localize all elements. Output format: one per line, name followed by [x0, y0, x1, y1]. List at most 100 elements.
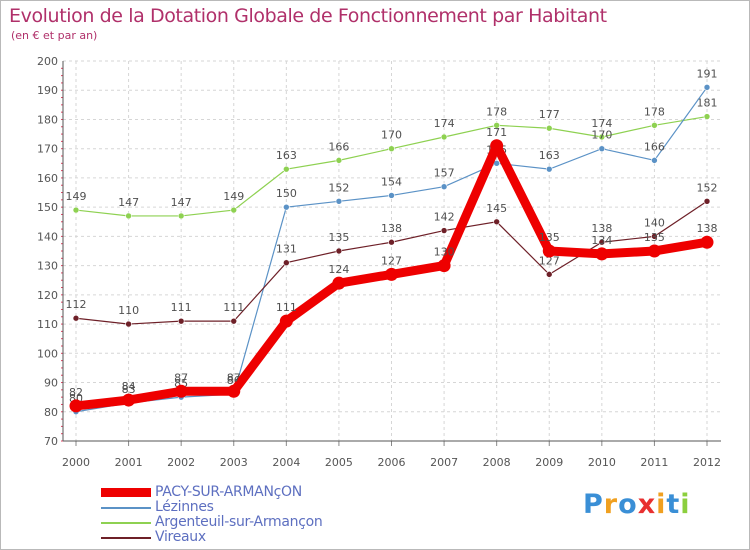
data-label: 174 [591, 117, 612, 130]
y-tick-label: 110 [37, 318, 58, 331]
legend-label: Vireaux [155, 529, 206, 545]
data-point [335, 198, 343, 205]
legend-label: PACY-SUR-ARMANçON [155, 484, 302, 500]
proxiti-logo: Proxiti [583, 489, 691, 520]
y-tick-label: 160 [37, 172, 58, 185]
data-point [651, 157, 658, 164]
data-point [230, 317, 238, 325]
data-label: 163 [539, 149, 560, 162]
data-point [283, 203, 290, 211]
y-tick-label: 130 [37, 260, 58, 273]
data-point [177, 212, 185, 220]
data-point [703, 84, 711, 91]
x-tick-label: 2001 [115, 456, 143, 469]
logo-letter: o [618, 489, 638, 520]
x-tick-label: 2004 [272, 456, 300, 469]
data-point [490, 139, 504, 153]
data-point [700, 235, 714, 249]
data-point [651, 122, 658, 129]
y-tick-label: 170 [37, 143, 58, 156]
data-label: 124 [328, 263, 349, 276]
data-point [703, 198, 711, 205]
data-point [332, 276, 346, 290]
data-point [72, 206, 80, 214]
data-label: 127 [381, 254, 402, 267]
data-label: 110 [118, 304, 139, 317]
data-point [230, 206, 238, 214]
data-label: 154 [381, 175, 402, 188]
y-tick-label: 140 [37, 230, 58, 243]
data-point [335, 157, 343, 164]
data-point [595, 247, 609, 261]
data-label: 178 [486, 105, 507, 118]
legend-swatch [101, 506, 151, 509]
logo-letter: x [637, 489, 657, 520]
data-point [72, 314, 80, 322]
data-label: 149 [66, 190, 87, 203]
data-label: 135 [644, 231, 665, 244]
data-label: 131 [276, 243, 297, 256]
y-tick-label: 70 [44, 435, 58, 448]
x-tick-label: 2006 [378, 456, 406, 469]
data-point [335, 247, 343, 255]
data-label: 152 [328, 181, 349, 194]
y-tick-label: 190 [37, 84, 58, 97]
logo-letter: i [656, 489, 667, 520]
chart-legend: PACY-SUR-ARMANçON Lézinnes Argenteuil-sur-… [101, 485, 323, 545]
x-tick-label: 2012 [693, 456, 721, 469]
legend-swatch [101, 536, 151, 539]
legend-item: Lézinnes [101, 500, 322, 515]
x-tick-label: 2009 [535, 456, 563, 469]
data-label: 82 [69, 386, 83, 399]
data-label: 157 [434, 167, 455, 180]
legend-item: PACY-SUR-ARMANçON [101, 485, 322, 500]
data-point [545, 271, 553, 278]
data-label: 171 [486, 126, 507, 139]
data-label: 166 [328, 140, 349, 153]
data-point [177, 317, 185, 325]
y-tick-label: 120 [37, 289, 58, 302]
data-label: 174 [434, 117, 455, 130]
data-label: 130 [434, 246, 455, 259]
legend-swatch [101, 521, 151, 524]
data-point [125, 212, 132, 220]
data-label: 178 [644, 105, 665, 118]
y-tick-label: 80 [44, 406, 58, 419]
x-tick-label: 2007 [430, 456, 458, 469]
data-label: 111 [276, 301, 297, 314]
data-label: 87 [174, 371, 188, 384]
data-point [122, 393, 136, 407]
data-label: 83 [122, 383, 136, 396]
data-point [545, 124, 553, 132]
data-label: 166 [644, 140, 665, 153]
data-point [493, 122, 500, 129]
data-point [69, 399, 83, 413]
y-tick-label: 150 [37, 201, 58, 214]
data-label: 147 [171, 196, 192, 209]
data-point [647, 244, 661, 258]
legend-label: Lézinnes [155, 499, 214, 515]
data-label: 177 [539, 108, 560, 121]
data-label: 135 [539, 231, 560, 244]
y-tick-label: 180 [37, 113, 58, 126]
data-label: 147 [118, 196, 139, 209]
data-point [651, 233, 658, 240]
x-tick-label: 2002 [167, 456, 195, 469]
data-label: 140 [644, 216, 665, 229]
data-label: 127 [539, 254, 560, 267]
data-point [174, 384, 188, 398]
data-label: 152 [697, 181, 718, 194]
chart-subtitle: (en € et par an) [11, 29, 98, 42]
legend-swatch [101, 488, 151, 497]
y-tick-label: 100 [37, 347, 58, 360]
legend-item: Vireaux [101, 530, 322, 545]
data-point [388, 192, 395, 199]
legend-label: Argenteuil-sur-Armançon [155, 514, 323, 530]
series-pacy-sur-arman-on: 82 84 87 87 111 124 127 130 171 135 134 135 138 [69, 126, 718, 413]
data-label: 138 [591, 222, 612, 235]
data-label: 170 [591, 129, 612, 142]
data-point [388, 145, 395, 152]
logo-letter: r [603, 489, 619, 520]
data-point [493, 218, 500, 226]
x-tick-label: 2011 [640, 456, 668, 469]
